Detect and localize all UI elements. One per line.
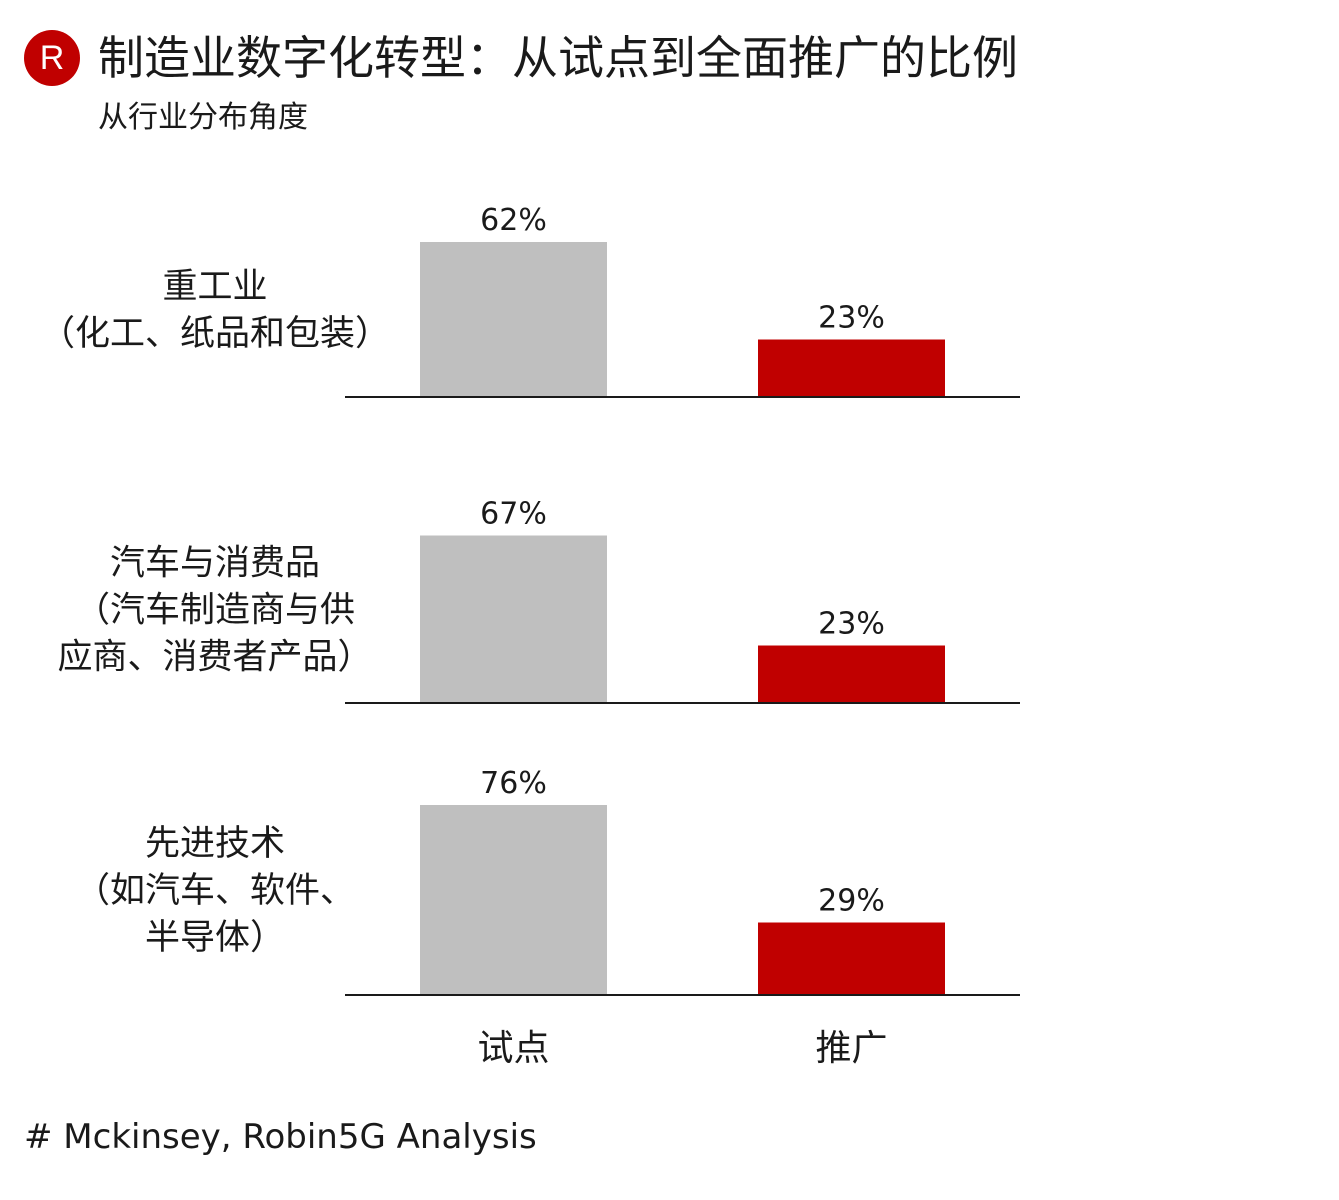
bar-pilot — [420, 242, 607, 397]
chart-title: 制造业数字化转型：从试点到全面推广的比例 — [98, 31, 1018, 85]
data-label-pilot: 62% — [480, 203, 547, 238]
source-note: # Mckinsey, Robin5G Analysis — [24, 1117, 537, 1157]
group-label-line: 半导体） — [145, 918, 285, 958]
data-label-rollout: 29% — [818, 884, 885, 919]
group-label-line: 汽车与消费品 — [110, 543, 320, 583]
group-label-line: （汽车制造商与供 — [75, 590, 355, 630]
x-tick-label: 推广 — [815, 1028, 887, 1069]
group-label-line: （如汽车、软件、 — [75, 871, 355, 911]
data-label-rollout: 23% — [818, 301, 885, 336]
data-label-pilot: 67% — [480, 497, 547, 532]
bar-pilot — [420, 535, 607, 703]
bar-pilot — [420, 805, 607, 995]
data-label-pilot: 76% — [480, 766, 547, 801]
group-label-line: （化工、纸品和包装） — [40, 314, 390, 354]
data-label-rollout: 23% — [818, 607, 885, 642]
bar-rollout — [758, 645, 945, 703]
group-label-line: 先进技术 — [145, 824, 285, 864]
brand-logo-letter: R — [39, 38, 65, 77]
group-label-line: 应商、消费者产品） — [57, 637, 372, 677]
x-tick-label: 试点 — [477, 1028, 549, 1069]
brand-logo: R — [24, 30, 80, 86]
group-label-line: 重工业 — [162, 267, 267, 307]
chart-subtitle: 从行业分布角度 — [98, 100, 308, 135]
bar-rollout — [758, 339, 945, 397]
bar-rollout — [758, 922, 945, 995]
